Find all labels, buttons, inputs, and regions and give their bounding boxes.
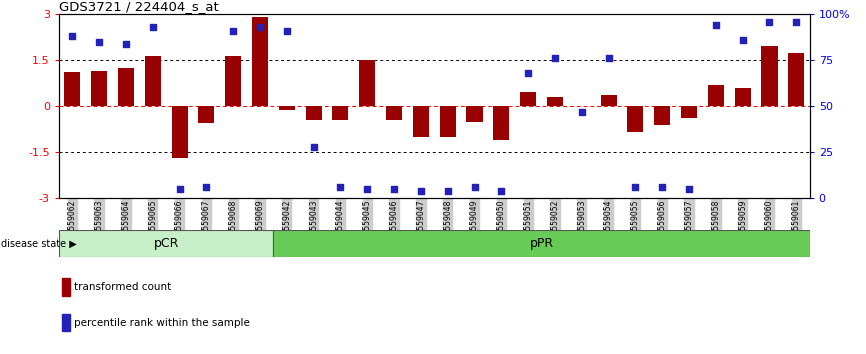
Point: [709, 22, 723, 28]
Text: GDS3721 / 224404_s_at: GDS3721 / 224404_s_at: [59, 0, 218, 13]
Bar: [734, 88, 751, 106]
Bar: [761, 46, 778, 106]
Point: [548, 56, 562, 61]
Bar: [225, 56, 242, 106]
Text: pPR: pPR: [529, 237, 553, 250]
Bar: [627, 106, 643, 132]
Point: [387, 186, 401, 192]
Point: [119, 41, 132, 46]
Point: [226, 28, 240, 34]
Point: [682, 186, 696, 192]
Bar: [440, 106, 456, 137]
Bar: [91, 71, 107, 106]
Point: [253, 24, 267, 30]
Text: pCR: pCR: [153, 237, 179, 250]
Bar: [600, 96, 617, 106]
Bar: [681, 106, 697, 118]
Text: percentile rank within the sample: percentile rank within the sample: [74, 318, 249, 328]
FancyBboxPatch shape: [59, 230, 274, 257]
Point: [494, 188, 508, 194]
Bar: [708, 85, 724, 106]
Bar: [494, 106, 509, 140]
Text: transformed count: transformed count: [74, 282, 171, 292]
Bar: [520, 92, 536, 106]
Bar: [118, 68, 134, 106]
Bar: [145, 56, 161, 106]
Point: [92, 39, 106, 45]
Bar: [413, 106, 429, 137]
Point: [521, 70, 535, 76]
Point: [602, 56, 616, 61]
Bar: [467, 106, 482, 121]
Point: [575, 109, 589, 115]
Point: [468, 184, 481, 190]
Bar: [252, 17, 268, 106]
Bar: [788, 52, 805, 106]
Point: [333, 184, 347, 190]
Bar: [61, 314, 70, 331]
Bar: [306, 106, 321, 120]
Bar: [333, 106, 348, 120]
Bar: [279, 106, 294, 110]
Bar: [198, 106, 215, 123]
Point: [629, 184, 643, 190]
Point: [360, 186, 374, 192]
Point: [414, 188, 428, 194]
Bar: [654, 106, 670, 125]
Point: [145, 24, 159, 30]
Point: [307, 144, 320, 149]
Point: [656, 184, 669, 190]
Bar: [386, 106, 402, 120]
Bar: [547, 97, 563, 106]
Point: [790, 19, 804, 24]
FancyBboxPatch shape: [274, 230, 810, 257]
Point: [65, 33, 79, 39]
Bar: [64, 73, 81, 106]
Point: [280, 28, 294, 34]
Bar: [359, 60, 375, 106]
Bar: [171, 106, 188, 158]
Point: [441, 188, 455, 194]
Point: [172, 186, 186, 192]
Text: disease state ▶: disease state ▶: [1, 238, 76, 249]
Bar: [61, 278, 70, 296]
Point: [736, 37, 750, 43]
Point: [199, 184, 213, 190]
Point: [763, 19, 777, 24]
